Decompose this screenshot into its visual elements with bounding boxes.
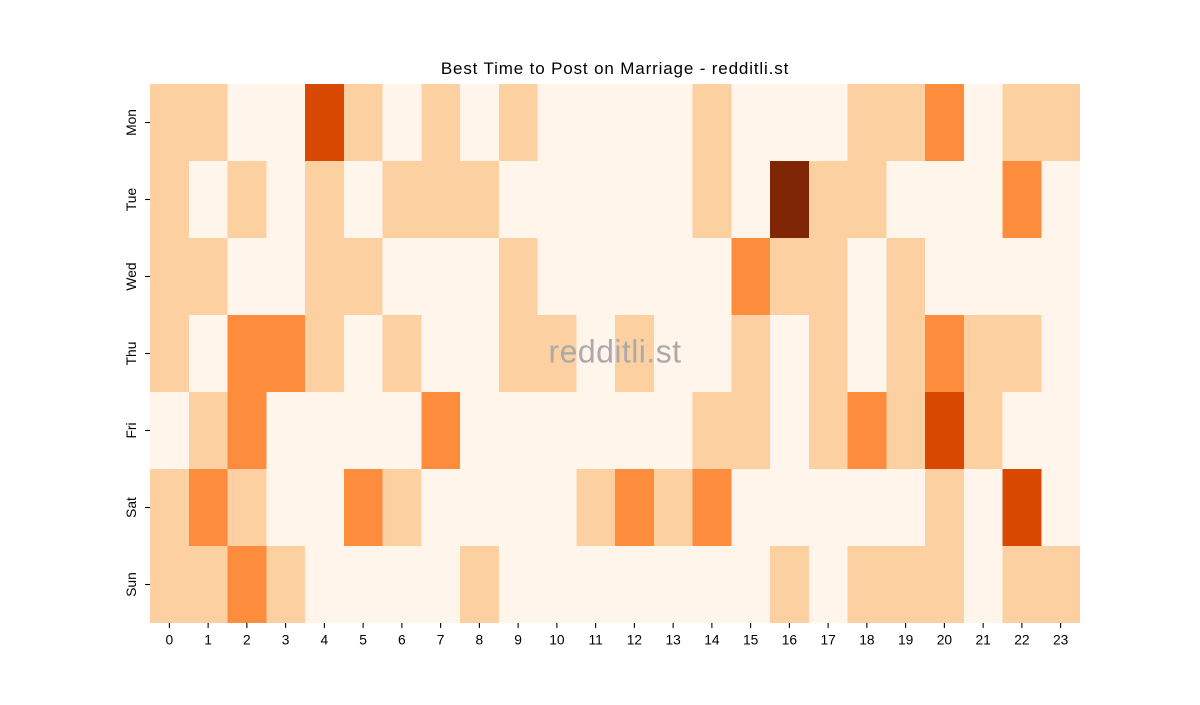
svg-text:21: 21 bbox=[975, 632, 990, 647]
svg-text:10: 10 bbox=[549, 632, 565, 647]
svg-text:Thu: Thu bbox=[124, 342, 139, 366]
svg-text:Mon: Mon bbox=[124, 109, 139, 136]
svg-text:0: 0 bbox=[166, 632, 174, 647]
svg-text:7: 7 bbox=[437, 632, 445, 647]
svg-text:9: 9 bbox=[514, 632, 522, 647]
svg-text:5: 5 bbox=[359, 632, 367, 647]
svg-text:3: 3 bbox=[282, 632, 290, 647]
svg-text:Sat: Sat bbox=[124, 497, 139, 518]
svg-text:Tue: Tue bbox=[124, 188, 139, 212]
svg-text:1: 1 bbox=[204, 632, 212, 647]
svg-text:20: 20 bbox=[937, 632, 953, 647]
svg-text:15: 15 bbox=[743, 632, 759, 647]
svg-text:Best Time to Post on Marriage: Best Time to Post on Marriage - redditli… bbox=[441, 59, 789, 78]
svg-text:18: 18 bbox=[859, 632, 875, 647]
svg-text:12: 12 bbox=[627, 632, 642, 647]
svg-text:Sun: Sun bbox=[124, 572, 139, 597]
svg-text:6: 6 bbox=[398, 632, 406, 647]
svg-text:8: 8 bbox=[476, 632, 484, 647]
svg-text:Wed: Wed bbox=[124, 262, 139, 290]
svg-text:23: 23 bbox=[1053, 632, 1069, 647]
svg-text:19: 19 bbox=[898, 632, 914, 647]
svg-text:4: 4 bbox=[321, 632, 329, 647]
svg-text:16: 16 bbox=[782, 632, 798, 647]
svg-text:Fri: Fri bbox=[124, 422, 139, 438]
svg-text:2: 2 bbox=[243, 632, 251, 647]
svg-text:17: 17 bbox=[820, 632, 835, 647]
svg-text:14: 14 bbox=[704, 632, 720, 647]
svg-text:13: 13 bbox=[665, 632, 681, 647]
svg-text:redditli.st: redditli.st bbox=[549, 334, 682, 370]
svg-text:22: 22 bbox=[1014, 632, 1029, 647]
svg-text:11: 11 bbox=[588, 632, 602, 647]
